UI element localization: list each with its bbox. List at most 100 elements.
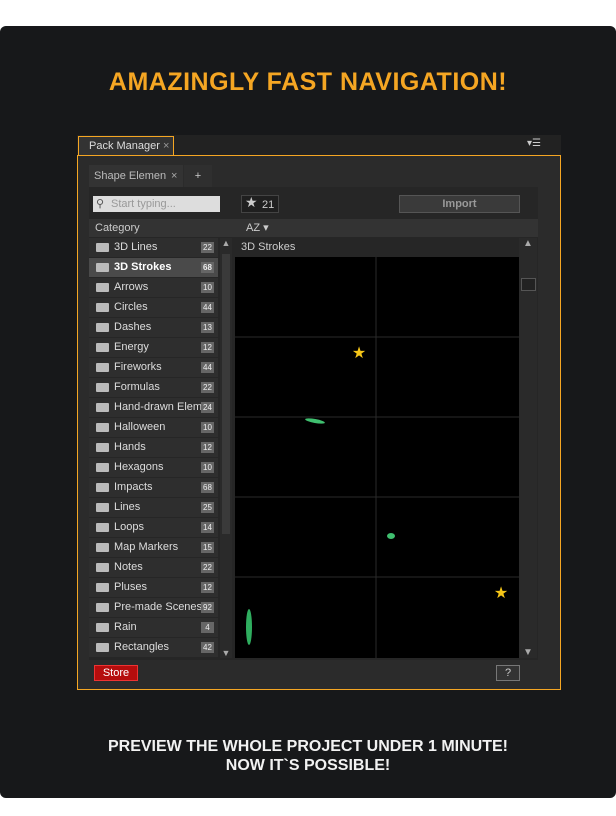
category-name: Energy [114, 341, 149, 353]
category-count: 4 [201, 622, 214, 633]
category-count: 44 [201, 302, 214, 313]
folder-icon [96, 483, 109, 492]
category-row[interactable]: 3D Lines 22 [89, 238, 218, 257]
category-count: 15 [201, 542, 214, 553]
store-button[interactable]: Store [94, 665, 138, 681]
category-count: 14 [201, 522, 214, 533]
sort-label: AZ [246, 222, 261, 234]
folder-icon [96, 423, 109, 432]
import-button[interactable]: Import [399, 195, 520, 213]
category-name: Halloween [114, 421, 166, 433]
list-header [89, 219, 538, 237]
category-row[interactable]: Pre-made Scenes 92 [89, 598, 218, 617]
category-row[interactable]: Rectangles 42 [89, 638, 218, 657]
category-row[interactable]: Arrows 10 [89, 278, 218, 297]
category-name: 3D Lines [114, 241, 158, 253]
search-box[interactable]: Start typing... [93, 196, 220, 212]
category-row[interactable]: Fireworks 44 [89, 358, 218, 377]
category-row[interactable]: Notes 22 [89, 558, 218, 577]
category-row[interactable]: Lines 25 [89, 498, 218, 517]
folder-icon [96, 523, 109, 532]
category-name: Dashes [114, 321, 152, 333]
category-row[interactable]: 3D Strokes 68 [89, 258, 218, 277]
folder-icon [96, 343, 109, 352]
folder-icon [96, 323, 109, 332]
category-row[interactable]: Rain 4 [89, 618, 218, 637]
category-name: Lines [114, 501, 141, 513]
category-count: 22 [201, 382, 214, 393]
folder-icon [96, 543, 109, 552]
category-count: 44 [201, 362, 214, 373]
menu-icon[interactable]: ▾☰ [527, 138, 541, 149]
category-row[interactable]: Circles 44 [89, 298, 218, 317]
category-name: Impacts [114, 481, 153, 493]
folder-icon [96, 283, 109, 292]
category-count: 68 [201, 482, 214, 493]
preview-title: 3D Strokes [235, 238, 519, 257]
category-count: 42 [201, 642, 214, 653]
add-tab[interactable]: + [184, 165, 212, 187]
category-count: 25 [201, 502, 214, 513]
category-count: 92 [201, 602, 214, 613]
category-name: Pre-made Scenes [114, 601, 202, 613]
category-name: Loops [114, 521, 144, 533]
folder-icon [96, 383, 109, 392]
close-icon[interactable]: × [171, 170, 178, 182]
category-name: Fireworks [114, 361, 162, 373]
category-name: Hands [114, 441, 146, 453]
scrollbar[interactable]: ▲ ▼ [519, 238, 537, 658]
folder-icon [96, 603, 109, 612]
svg-text:★: ★ [352, 345, 366, 362]
footer-line: NOW IT`S POSSIBLE! [225, 757, 391, 774]
star-icon: ★ [245, 194, 258, 210]
category-row[interactable]: Hand-drawn Elem 24 [89, 398, 218, 417]
folder-icon [96, 503, 109, 512]
category-count: 13 [201, 322, 214, 333]
category-name: Map Markers [114, 541, 179, 553]
category-row[interactable]: Loops 14 [89, 518, 218, 537]
category-row[interactable]: Hexagons 10 [89, 458, 218, 477]
category-name: Arrows [114, 281, 149, 293]
preview-art: ★ ★ [235, 257, 519, 658]
category-name: Hand-drawn Elem [114, 401, 202, 413]
footer-line: PREVIEW THE WHOLE PROJECT UNDER 1 MINUTE… [107, 738, 509, 755]
folder-icon [96, 643, 109, 652]
favorites-button[interactable]: 21 [241, 195, 279, 213]
folder-icon [96, 463, 109, 472]
folder-icon [96, 583, 109, 592]
category-row[interactable]: Dashes 13 [89, 318, 218, 337]
tab-label: Pack Manager [89, 140, 160, 152]
folder-icon [96, 623, 109, 632]
category-name: Hexagons [114, 461, 164, 473]
category-header: Category [95, 222, 140, 234]
category-row[interactable]: Formulas 22 [89, 378, 218, 397]
preview-grid: ★ ★ [235, 257, 519, 658]
folder-icon [96, 363, 109, 372]
category-row[interactable]: Map Markers 15 [89, 538, 218, 557]
category-row[interactable]: Pluses 12 [89, 578, 218, 597]
scrollbar[interactable]: ▲ ▼ [220, 238, 232, 658]
folder-icon [96, 243, 109, 252]
help-button[interactable]: ? [496, 665, 520, 681]
search-icon: ⚲ [96, 198, 105, 210]
category-name: Pluses [114, 581, 148, 593]
category-name: Rectangles [114, 641, 170, 653]
folder-icon [96, 303, 109, 312]
category-count: 12 [201, 582, 214, 593]
folder-icon [96, 563, 109, 572]
category-row[interactable]: Hands 12 [89, 438, 218, 457]
panel-tab[interactable]: Pack Manager × [78, 136, 174, 155]
sort-button[interactable]: AZ ▾ [246, 222, 269, 234]
category-row[interactable]: Impacts 68 [89, 478, 218, 497]
folder-icon [96, 443, 109, 452]
category-count: 24 [201, 402, 214, 413]
category-count: 10 [201, 462, 214, 473]
tab-bar [77, 135, 561, 155]
category-row[interactable]: Energy 12 [89, 338, 218, 357]
panel-border [77, 155, 561, 690]
category-row[interactable]: Halloween 10 [89, 418, 218, 437]
category-count: 68 [201, 262, 214, 273]
sub-tab[interactable]: Shape Elemen [89, 165, 183, 187]
svg-text:★: ★ [494, 585, 508, 602]
